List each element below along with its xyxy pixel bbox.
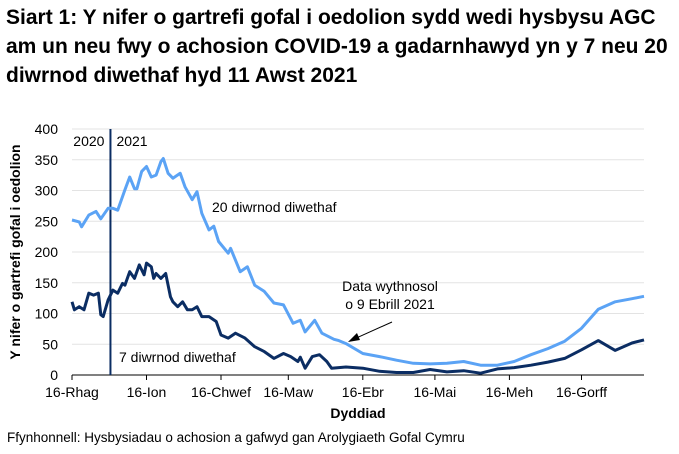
gridlines xyxy=(72,128,644,345)
series-lines xyxy=(70,157,645,375)
x-tick-label: 16-Ebr xyxy=(342,384,384,400)
x-axis-ticks: 16-Rhag 16-Ion 16-Chwef 16-Maw 16-Ebr 16-Mai 1… xyxy=(45,375,607,400)
y-tick-label: 400 xyxy=(35,121,59,137)
y-tick-label: 300 xyxy=(35,183,59,199)
y-tick-label: 50 xyxy=(42,336,58,352)
x-tick-label: 16-Chwef xyxy=(191,384,251,400)
annotation-arrowhead xyxy=(347,333,360,343)
x-tick-label: 16-Mai xyxy=(414,384,457,400)
y-tick-label: 0 xyxy=(50,367,58,383)
y-tick-label: 250 xyxy=(35,213,59,229)
y-axis-ticks: 0 50 100 150 200 250 300 350 400 xyxy=(35,121,59,383)
year-label-2020: 2020 xyxy=(73,133,104,149)
x-tick-label: 16-Rhag xyxy=(45,384,99,400)
year-divider: 2020 2021 xyxy=(73,129,148,375)
year-label-2021: 2021 xyxy=(116,133,147,149)
y-tick-label: 150 xyxy=(35,275,59,291)
y-tick-label: 350 xyxy=(35,152,59,168)
y-axis-label: Y nifer o gartrefi gofal i oedolion xyxy=(7,144,23,359)
x-axis-label: Dyddiad xyxy=(330,405,385,421)
series-line-7-day xyxy=(70,261,645,375)
series-label-7-day: 7 diwrnod diwethaf xyxy=(119,349,236,365)
y-tick-label: 100 xyxy=(35,306,59,322)
annotation-text-line2: o 9 Ebrill 2021 xyxy=(345,296,435,312)
x-tick-label: 16-Meh xyxy=(486,384,533,400)
x-tick-label: 16-Ion xyxy=(127,384,167,400)
x-tick-label: 16-Gorff xyxy=(556,384,607,400)
annotation-text-line1: Data wythnosol xyxy=(342,278,438,294)
annotation-arrow-line xyxy=(353,321,393,340)
annotation: Data wythnosol o 9 Ebrill 2021 xyxy=(342,278,438,343)
chart-title: Siart 1: Y nifer o gartrefi gofal i oedo… xyxy=(6,6,668,87)
y-tick-label: 200 xyxy=(35,244,59,260)
x-tick-label: 16-Maw xyxy=(263,384,314,400)
series-line-20-day xyxy=(71,157,645,367)
series-labels: 20 diwrnod diwethaf 7 diwrnod diwethaf xyxy=(119,199,337,365)
series-label-20-day: 20 diwrnod diwethaf xyxy=(212,199,337,215)
source-note: Ffynhonnell: Hysbysiadau o achosion a ga… xyxy=(7,430,465,445)
